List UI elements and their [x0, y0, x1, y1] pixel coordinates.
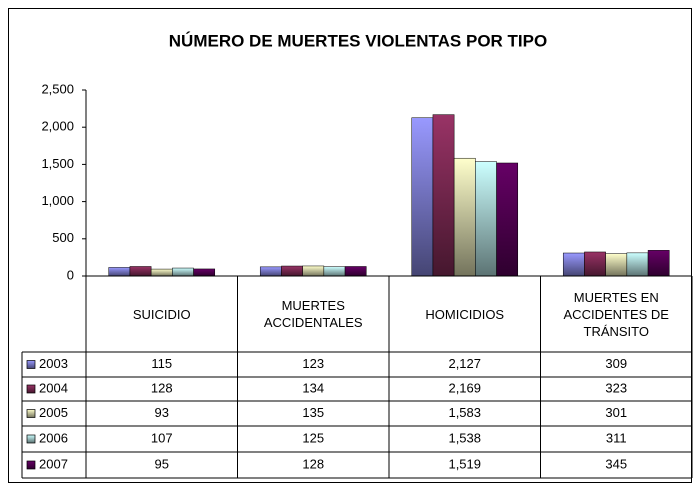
table-value: 311	[606, 430, 627, 445]
bar	[129, 266, 152, 277]
table-value: 123	[302, 356, 324, 371]
y-tick-label: 2,500	[41, 81, 74, 96]
table-value: 128	[151, 380, 173, 395]
table-value: 128	[302, 456, 324, 471]
table-value: 93	[155, 405, 169, 420]
bar	[259, 266, 282, 277]
bar	[108, 267, 131, 277]
bar	[475, 161, 497, 277]
y-tick-label: 1,000	[41, 193, 74, 208]
bar	[432, 114, 455, 277]
table-value: 323	[605, 380, 627, 395]
bar	[172, 267, 194, 277]
category-cell: SUICIDIO	[132, 306, 191, 322]
table-value: 134	[302, 380, 324, 395]
legend-key	[26, 384, 36, 394]
legend-key	[26, 460, 36, 470]
category-cell: HOMICIDIOS	[425, 306, 505, 322]
table-value: 345	[605, 456, 627, 471]
legend-key	[26, 409, 36, 418]
bar	[344, 266, 367, 277]
legend-label: 2006	[39, 430, 68, 445]
bar	[150, 268, 173, 277]
legend-label: 2007	[39, 456, 68, 471]
legend-label: 2004	[39, 380, 68, 395]
table-value: 115	[151, 356, 172, 371]
table-value: 135	[302, 405, 324, 420]
table-value: 309	[605, 356, 627, 371]
y-tick-label: 1,500	[41, 156, 74, 171]
table-value: 125	[302, 430, 324, 445]
x-tick-label: HOMICIDIOS	[425, 306, 505, 322]
table-value: 301	[605, 405, 627, 420]
table-value: 2,127	[448, 356, 481, 371]
chart-frame	[8, 8, 692, 483]
y-tick-label: 2,000	[41, 119, 74, 134]
bar	[281, 265, 303, 277]
chart-title: NÚMERO DE MUERTES VIOLENTAS POR TIPO	[169, 31, 547, 50]
bar	[626, 252, 649, 277]
bar	[411, 117, 434, 277]
legend-label: 2003	[39, 356, 68, 371]
table-value: 1,583	[448, 405, 481, 420]
y-tick-label: 500	[52, 230, 74, 245]
table-value: 95	[155, 456, 169, 471]
bar	[453, 157, 476, 277]
x-tick-label: MUERTES EN ACCIDENTES DE TRÁNSITO	[563, 289, 669, 339]
bar	[496, 162, 519, 277]
bar	[562, 252, 585, 277]
bar	[193, 268, 216, 277]
y-tick-label: 0	[67, 267, 74, 282]
table-value: 107	[151, 430, 173, 445]
table-value: 1,538	[448, 430, 481, 445]
bar	[584, 251, 606, 277]
bar	[323, 266, 346, 277]
legend-key	[26, 360, 36, 369]
table-value: 2,169	[448, 380, 481, 395]
legend-label: 2005	[39, 405, 68, 420]
category-cell: MUERTES ACCIDENTALES	[263, 298, 363, 330]
category-cell: MUERTES EN ACCIDENTES DE TRÁNSITO	[563, 289, 669, 339]
legend-key	[26, 434, 36, 444]
x-tick-label: SUICIDIO	[132, 306, 191, 322]
bar	[647, 250, 670, 277]
table-value: 1,519	[448, 456, 481, 471]
x-tick-label: MUERTES ACCIDENTALES	[263, 298, 363, 330]
bar	[605, 253, 628, 277]
bar	[302, 265, 325, 277]
